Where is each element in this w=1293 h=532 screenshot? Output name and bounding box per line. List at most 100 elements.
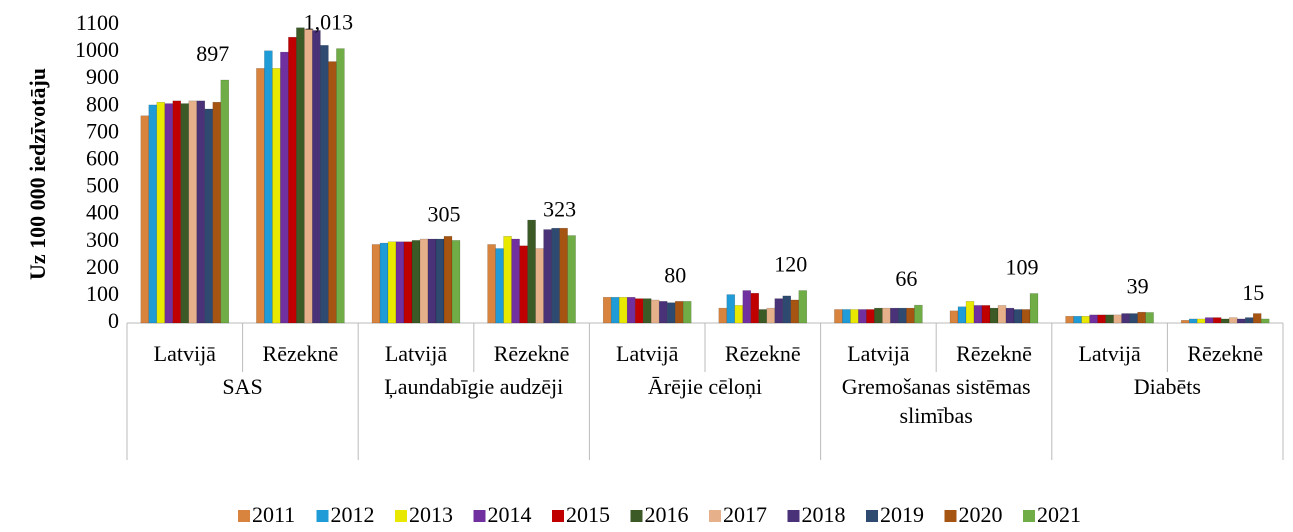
data-label: 109 [1006, 255, 1039, 280]
bar [435, 238, 445, 324]
bar [1196, 318, 1206, 324]
legend-swatch [316, 510, 329, 522]
legend-label: 2015 [566, 502, 610, 527]
data-label: 1,013 [304, 10, 354, 35]
y-tick-label: 700 [86, 118, 119, 143]
x-tick-label: Latvijā [847, 341, 910, 366]
bar [642, 298, 652, 324]
legend-label: 2011 [252, 502, 295, 527]
bar [196, 100, 206, 324]
bar [858, 309, 867, 324]
bar [674, 301, 684, 324]
x-tick-label: Rēzeknē [956, 341, 1032, 366]
bar [487, 244, 496, 324]
bar [180, 103, 190, 324]
legend-label: 2012 [331, 502, 375, 527]
bar [280, 51, 289, 324]
bar [419, 238, 429, 324]
data-label: 80 [664, 262, 686, 287]
data-label: 39 [1127, 273, 1149, 298]
group-label: Ļaundabīgie audzēji [384, 374, 564, 399]
y-tick-label: 600 [86, 146, 119, 171]
x-tick-label: Rēzeknē [1187, 341, 1263, 366]
bar [212, 101, 222, 324]
bar [272, 68, 281, 324]
bar [658, 301, 668, 324]
bar [834, 309, 843, 324]
bar [1089, 314, 1098, 324]
bar [320, 45, 329, 324]
y-tick-label: 100 [86, 281, 119, 306]
legend-swatch [552, 510, 564, 522]
data-label: 120 [774, 252, 807, 277]
group-label: Gremošanas sistēmas slimības [841, 374, 1031, 428]
y-tick-label: 400 [86, 200, 119, 225]
bar [682, 301, 692, 324]
bar [1220, 318, 1230, 324]
bar [1113, 314, 1122, 324]
bar [304, 28, 313, 324]
x-tick-label: Rēzeknē [263, 341, 339, 366]
bar [379, 242, 389, 324]
legend-swatch [944, 510, 957, 522]
bar [543, 229, 552, 324]
y-tick-label: 1100 [76, 10, 119, 35]
bar [890, 307, 899, 324]
bar [403, 241, 413, 324]
bar [1236, 318, 1246, 324]
bar [842, 309, 851, 324]
y-tick-label: 800 [86, 91, 119, 116]
bar [914, 304, 923, 324]
legend-label: 2016 [645, 502, 689, 527]
bar [957, 306, 967, 324]
group-label: Ārējie cēloņi [647, 374, 763, 399]
bar [766, 307, 776, 324]
y-tick-label: 1000 [75, 37, 119, 62]
bar [882, 307, 891, 324]
bar [140, 115, 150, 324]
bar [973, 305, 983, 324]
bar [188, 100, 198, 324]
bar [1244, 317, 1254, 324]
legend-label: 2018 [802, 502, 846, 527]
bar [312, 30, 321, 324]
legend-swatch [630, 510, 643, 522]
bar [1260, 318, 1270, 324]
y-axis-title: Uz 100 000 iedzīvotāju [25, 68, 50, 280]
bar [427, 238, 437, 324]
x-tick-label: Latvijā [154, 341, 217, 366]
bar [634, 298, 644, 324]
bar [1204, 317, 1214, 324]
bar [602, 297, 612, 324]
bar [296, 27, 305, 324]
bar [850, 309, 859, 324]
bar [626, 297, 636, 324]
legend-label: 2021 [1037, 502, 1081, 527]
bar [1029, 293, 1039, 324]
bar [898, 307, 907, 324]
data-label: 897 [196, 41, 229, 66]
bar [1105, 314, 1114, 324]
bar [519, 245, 528, 324]
bar [1081, 315, 1090, 324]
bar [774, 298, 784, 324]
bar [906, 307, 915, 324]
bar [411, 240, 421, 324]
bar [798, 290, 808, 324]
bar [618, 297, 628, 324]
bar [742, 290, 752, 324]
bar [503, 236, 512, 324]
bar [610, 297, 620, 324]
bar [511, 238, 520, 324]
bar [495, 248, 504, 324]
bar [866, 309, 875, 324]
legend-swatch [473, 510, 486, 522]
bar [1212, 317, 1222, 324]
bar [371, 244, 381, 324]
bar [1121, 313, 1130, 324]
x-tick-label: Rēzeknē [725, 341, 801, 366]
bar [1228, 317, 1238, 324]
data-label: 305 [428, 201, 461, 226]
bar [172, 100, 182, 324]
legend-swatch [238, 510, 250, 522]
